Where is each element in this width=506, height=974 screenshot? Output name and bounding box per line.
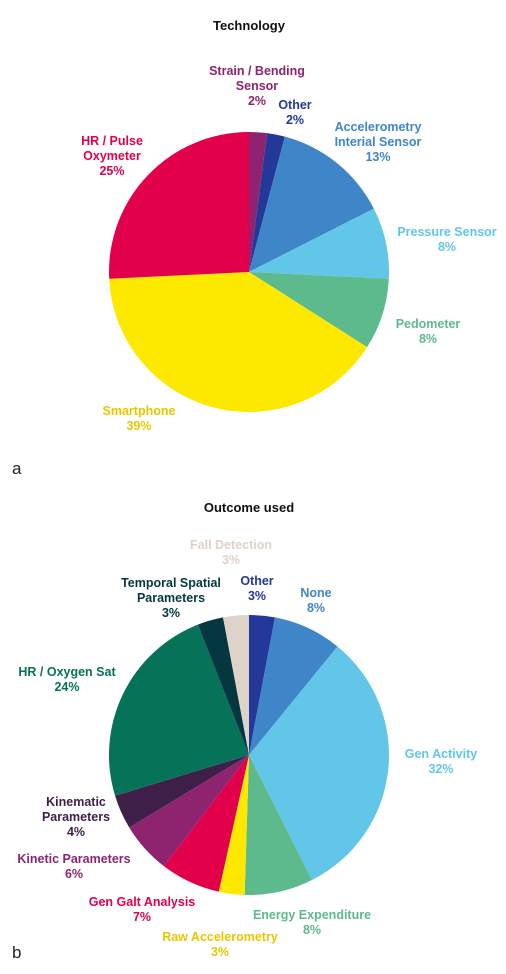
pie-b-slice-gen-activity xyxy=(249,646,390,881)
pie-a-label-strain-bending-sensor: Strain / Bending Sensor 2% xyxy=(209,64,305,108)
pie-b-slice-kinetic-parameters xyxy=(129,755,249,867)
pie-b-slice-none xyxy=(249,617,338,755)
pie-b-slice-fall-detection xyxy=(223,615,249,755)
pie-a-slice-smartphone xyxy=(109,272,368,412)
pie-b-slice-kinematic-parameters xyxy=(115,755,249,828)
pie-a-label-other: Other 2% xyxy=(278,98,311,127)
pie-a-label-hr-pulse-oxymeter: HR / Pulse Oxymeter 25% xyxy=(81,134,143,178)
panel-label-b: b xyxy=(12,943,21,962)
pie-a-label-accelerometry-interial-sensor: Accelerometry Interial Sensor 13% xyxy=(335,120,422,164)
pie-a-labels: Strain / Bending Sensor 2% Other 2% Accelerom… xyxy=(81,64,497,433)
pie-b-slice-other xyxy=(249,615,275,755)
pie-b-label-raw-accelerometry: Raw Accelerometry 3% xyxy=(162,930,278,959)
pie-b-label-none: None 8% xyxy=(300,586,331,615)
pie-b-slice-energy-expenditure xyxy=(244,755,312,895)
pie-a-label-smartphone: Smartphone 39% xyxy=(103,404,176,433)
pie-b-slice-temporal-spatial-parameters xyxy=(197,617,249,755)
pie-a-slice-accelerometry-interial-sensor xyxy=(249,136,374,272)
pie-a-label-pressure-sensor: Pressure Sensor 8% xyxy=(397,225,496,254)
chart-technology: Technology Strain / Bending Sensor 2% Other… xyxy=(12,18,497,478)
pie-b-label-fall-detection: Fall Detection 3% xyxy=(190,538,272,567)
pie-b-label-kinematic-parameters: Kinematic Parameters 4% xyxy=(42,795,110,839)
chart-b-title: Outcome used xyxy=(204,500,294,515)
pie-b-slice-raw-accelerometry xyxy=(218,755,249,895)
pie-b-label-temporal-spatial-parameters: Temporal Spatial Parameters 3% xyxy=(121,576,221,620)
pie-b-label-hr-oxygen-sat: HR / Oxygen Sat 24% xyxy=(18,665,116,694)
pie-a-slice-pedometer xyxy=(249,272,389,348)
pie-b-slice-hr-oxygen-sat xyxy=(109,624,249,796)
pie-a-slice-strain-bending-sensor xyxy=(249,132,268,272)
pie-b-slices xyxy=(109,615,390,895)
pie-a-slice-pressure-sensor xyxy=(249,208,389,279)
pie-a-slices xyxy=(109,132,389,412)
pie-a-slice-hr-pulse-oxymeter xyxy=(109,132,249,279)
panel-label-a: a xyxy=(12,459,22,478)
pie-b-label-gen-activity: Gen Activity 32% xyxy=(405,747,478,776)
pie-b-slice-gen-galt-analysis xyxy=(163,755,249,892)
pie-b-label-kinetic-parameters: Kinetic Parameters 6% xyxy=(17,852,130,881)
pie-b-labels: Other 3% None 8% Gen Activity 32% Energy Expen… xyxy=(17,538,477,959)
pie-b-label-gen-galt-analysis: Gen Galt Analysis 7% xyxy=(89,895,196,924)
chart-a-title: Technology xyxy=(213,18,286,33)
pie-b-label-energy-expenditure: Energy Expenditure 8% xyxy=(253,908,371,937)
pie-a-slice-other xyxy=(249,133,285,272)
pie-a-label-pedometer: Pedometer 8% xyxy=(396,317,461,346)
pie-b-label-other: Other 3% xyxy=(240,574,273,603)
chart-outcome-used: Outcome used Other 3% None 8% Gen Activity 32… xyxy=(12,500,477,962)
